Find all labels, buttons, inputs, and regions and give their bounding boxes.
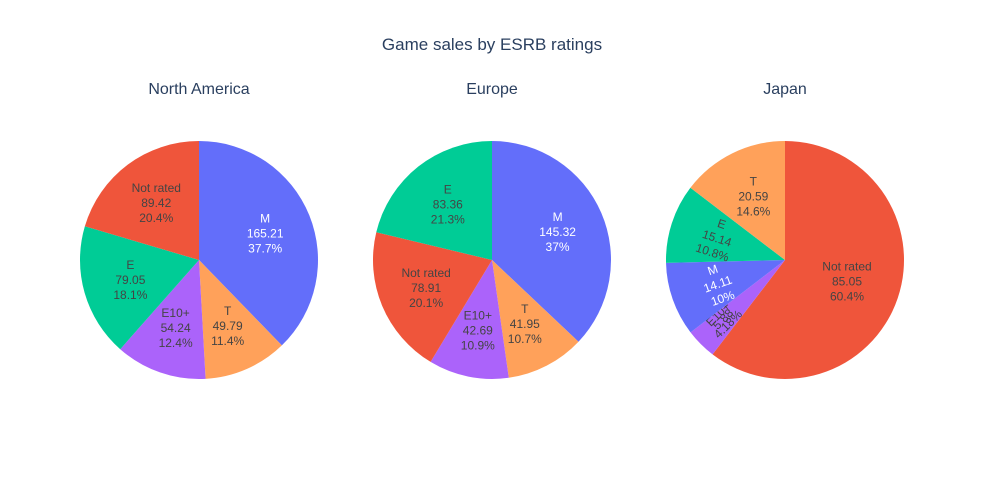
pie-label-line-1: 79.05 <box>115 273 145 287</box>
pie-label-line-2: 11.4% <box>211 334 244 348</box>
pie-label-line-0: E <box>444 182 452 196</box>
pie-slice-japan-not-rated[interactable] <box>712 140 905 379</box>
pies-group: M165.2137.7%T49.7911.4%E10+54.2412.4%E79… <box>79 140 905 380</box>
pie-label-line-0: E <box>716 216 728 232</box>
pie-label-line-0: E10+ <box>464 308 492 322</box>
pie-slice-japan-m[interactable] <box>666 260 785 333</box>
pie-label-line-1: 145.32 <box>539 225 576 239</box>
pie-label-line-2: 20.4% <box>139 211 173 225</box>
pie-label-line-2: 20.1% <box>409 296 443 310</box>
pie-label-line-1: 41.95 <box>510 317 540 331</box>
pie-label-line-2: 37.7% <box>248 242 282 256</box>
pie-label-line-0: T <box>750 174 758 188</box>
pie-slice-europe-e[interactable] <box>376 141 492 260</box>
pie-label-line-0: T <box>224 304 232 318</box>
pie-label-line-2: 14.6% <box>736 204 770 218</box>
pie-label-line-0: M <box>553 210 563 224</box>
pie-slice-north-america-e[interactable] <box>79 226 199 350</box>
pie-label-line-1: 20.59 <box>738 189 768 203</box>
pie-label-line-0: Not rated <box>401 266 450 280</box>
pie-label-line-0: T <box>521 302 529 316</box>
pie-slice-europe-t[interactable] <box>492 260 579 378</box>
pie-label-line-2: 18.1% <box>113 288 147 302</box>
pie-label-line-1: 54.24 <box>161 321 191 335</box>
pie-slice-north-america-m[interactable] <box>199 141 318 346</box>
pie-label-line-2: 21.3% <box>431 212 465 226</box>
pie-label-line-0: E10+ <box>161 306 189 320</box>
pie-title-north-america: North America <box>148 81 249 98</box>
pie-label-line-2: 10.9% <box>461 338 495 352</box>
pie-slice-north-america-t[interactable] <box>199 260 282 379</box>
pie-label-line-0: M <box>260 212 270 226</box>
pie-label-line-1: 85.05 <box>832 274 862 288</box>
pie-slice-europe-m[interactable] <box>492 141 611 342</box>
pie-slice-japan-t[interactable] <box>690 141 785 260</box>
pie-slice-japan-e10[interactable] <box>690 260 785 355</box>
pie-label-line-0: E <box>126 258 134 272</box>
pie-title-japan: Japan <box>763 81 807 98</box>
pie-label-line-1: 165.21 <box>247 227 284 241</box>
pie-label-line-2: 37% <box>546 240 570 254</box>
pie-label-line-0: Not rated <box>132 181 181 195</box>
pie-slice-europe-not-rated[interactable] <box>372 232 492 362</box>
pie-label-line-2: 12.4% <box>159 336 193 350</box>
pie-label-line-1: 42.69 <box>463 323 493 337</box>
pie-label-line-2: 10.7% <box>508 332 542 346</box>
pie-slice-europe-e10[interactable] <box>430 260 509 380</box>
pie-title-europe: Europe <box>466 81 518 98</box>
pie-label-line-0: Not rated <box>822 259 871 273</box>
pie-label-line-2: 60.4% <box>830 289 864 303</box>
pie-slice-north-america-e10[interactable] <box>120 260 206 380</box>
pie-label-line-1: 78.91 <box>411 281 441 295</box>
pie-slice-north-america-not-rated[interactable] <box>84 140 199 260</box>
pie-slice-japan-e[interactable] <box>665 187 785 263</box>
pie-label-line-0: M <box>706 262 720 279</box>
pie-label-line-1: 89.42 <box>141 196 171 210</box>
pie-label-line-1: 83.36 <box>433 197 463 211</box>
chart-title: Game sales by ESRB ratings <box>382 35 602 54</box>
pie-label-line-1: 49.79 <box>213 319 243 333</box>
